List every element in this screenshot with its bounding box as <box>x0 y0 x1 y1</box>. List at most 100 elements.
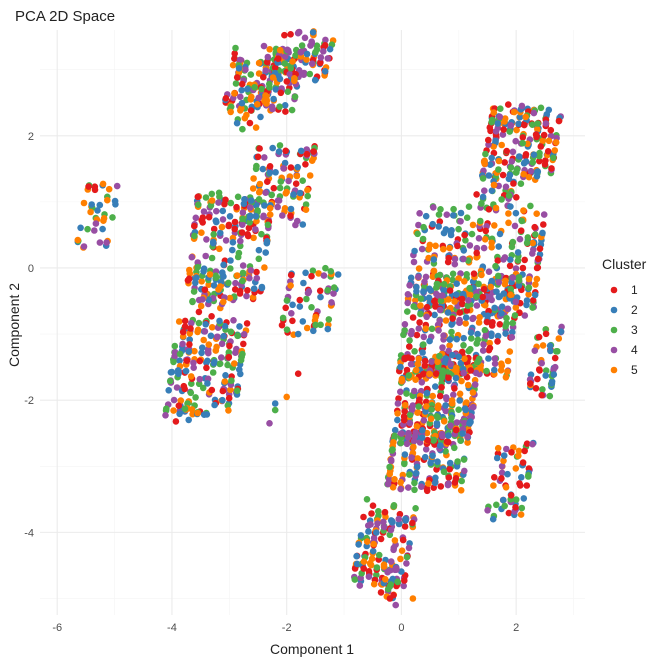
data-point-cluster-3 <box>279 314 287 322</box>
data-point-cluster-5 <box>170 407 177 414</box>
data-point-cluster-2 <box>557 328 565 335</box>
data-point-cluster-2 <box>426 285 433 293</box>
data-point-cluster-2 <box>418 434 426 442</box>
data-point-cluster-4 <box>320 272 328 279</box>
data-point-cluster-3 <box>495 166 502 173</box>
data-point-cluster-3 <box>375 551 383 559</box>
data-point-cluster-5 <box>363 538 371 545</box>
data-point-cluster-1 <box>225 353 233 361</box>
data-point-cluster-5 <box>502 277 509 285</box>
data-point-cluster-2 <box>420 288 427 296</box>
data-point-cluster-3 <box>170 358 177 366</box>
data-point-cluster-1 <box>219 387 227 395</box>
data-point-cluster-4 <box>530 109 538 117</box>
legend-swatch-1 <box>610 286 618 294</box>
data-point-cluster-5 <box>177 397 185 404</box>
data-point-cluster-2 <box>413 283 420 291</box>
data-point-cluster-1 <box>386 595 394 602</box>
legend-swatch-5 <box>610 366 618 374</box>
data-point-cluster-2 <box>460 247 468 254</box>
data-point-cluster-3 <box>438 372 446 380</box>
data-point-cluster-5 <box>505 219 512 227</box>
data-point-cluster-4 <box>496 113 504 121</box>
data-point-cluster-3 <box>373 564 381 571</box>
data-point-cluster-4 <box>162 412 169 419</box>
data-point-cluster-4 <box>190 359 197 367</box>
data-point-cluster-5 <box>462 320 470 327</box>
data-point-cluster-1 <box>423 487 431 495</box>
data-point-cluster-5 <box>188 406 196 413</box>
data-point-cluster-2 <box>272 86 280 93</box>
data-point-cluster-4 <box>330 290 337 297</box>
data-point-cluster-5 <box>469 221 477 229</box>
data-point-cluster-2 <box>303 50 311 58</box>
data-point-cluster-2 <box>219 207 227 215</box>
data-point-cluster-4 <box>242 66 249 73</box>
data-point-cluster-1 <box>463 307 471 314</box>
data-point-cluster-3 <box>209 369 217 376</box>
data-point-cluster-5 <box>502 484 510 491</box>
data-point-cluster-5 <box>502 374 510 381</box>
data-point-cluster-4 <box>410 258 418 266</box>
data-point-cluster-1 <box>260 73 267 81</box>
data-point-cluster-3 <box>406 471 413 478</box>
data-point-cluster-2 <box>220 332 227 340</box>
data-point-cluster-3 <box>415 403 423 410</box>
data-point-cluster-2 <box>200 411 208 419</box>
data-point-cluster-2 <box>276 75 284 83</box>
data-point-cluster-2 <box>235 65 243 72</box>
data-point-cluster-1 <box>287 31 294 38</box>
data-point-cluster-4 <box>485 268 493 276</box>
data-point-cluster-4 <box>400 582 408 590</box>
data-point-cluster-5 <box>312 313 319 321</box>
data-point-cluster-4 <box>304 289 312 297</box>
data-point-cluster-1 <box>287 271 295 279</box>
data-point-cluster-2 <box>433 421 441 429</box>
data-point-cluster-5 <box>104 196 111 204</box>
data-point-cluster-3 <box>463 214 471 221</box>
data-point-cluster-4 <box>80 243 88 250</box>
data-point-cluster-4 <box>492 128 500 135</box>
data-point-cluster-2 <box>432 383 439 390</box>
data-point-cluster-5 <box>513 126 520 134</box>
data-point-cluster-1 <box>236 287 244 295</box>
data-point-cluster-2 <box>88 201 95 208</box>
data-point-cluster-1 <box>496 321 504 328</box>
data-point-cluster-2 <box>545 106 553 114</box>
data-point-cluster-5 <box>415 265 423 272</box>
data-point-cluster-3 <box>268 191 276 199</box>
data-point-cluster-5 <box>212 347 220 354</box>
data-point-cluster-1 <box>365 568 373 575</box>
data-point-cluster-5 <box>386 470 394 478</box>
data-point-cluster-1 <box>401 523 409 530</box>
data-point-cluster-2 <box>506 171 514 179</box>
data-point-cluster-4 <box>412 429 420 436</box>
data-point-cluster-3 <box>467 345 474 353</box>
data-point-cluster-3 <box>208 254 216 262</box>
data-point-cluster-3 <box>224 361 231 369</box>
data-point-cluster-1 <box>401 408 409 415</box>
data-point-cluster-2 <box>500 496 507 504</box>
data-point-cluster-1 <box>505 101 512 108</box>
data-point-cluster-4 <box>480 244 488 252</box>
data-point-cluster-3 <box>436 352 443 360</box>
data-point-cluster-4 <box>457 218 464 225</box>
data-point-cluster-5 <box>442 317 450 324</box>
data-point-cluster-1 <box>208 386 216 394</box>
data-point-cluster-2 <box>216 317 223 325</box>
data-point-cluster-3 <box>298 42 306 49</box>
data-point-cluster-2 <box>539 229 546 237</box>
data-point-cluster-2 <box>391 426 399 434</box>
data-point-cluster-4 <box>239 209 247 216</box>
legend-label-5: 5 <box>631 363 638 377</box>
data-point-cluster-3 <box>473 293 480 301</box>
data-point-cluster-5 <box>261 97 268 105</box>
data-point-cluster-3 <box>266 84 273 91</box>
data-point-cluster-4 <box>531 347 539 355</box>
data-point-cluster-5 <box>248 93 255 101</box>
tick-labels: -6 -4 -2 0 2 -4 -2 0 2 <box>24 131 519 634</box>
data-point-cluster-1 <box>507 492 515 499</box>
data-point-cluster-1 <box>194 193 202 201</box>
data-point-cluster-4 <box>398 430 405 437</box>
